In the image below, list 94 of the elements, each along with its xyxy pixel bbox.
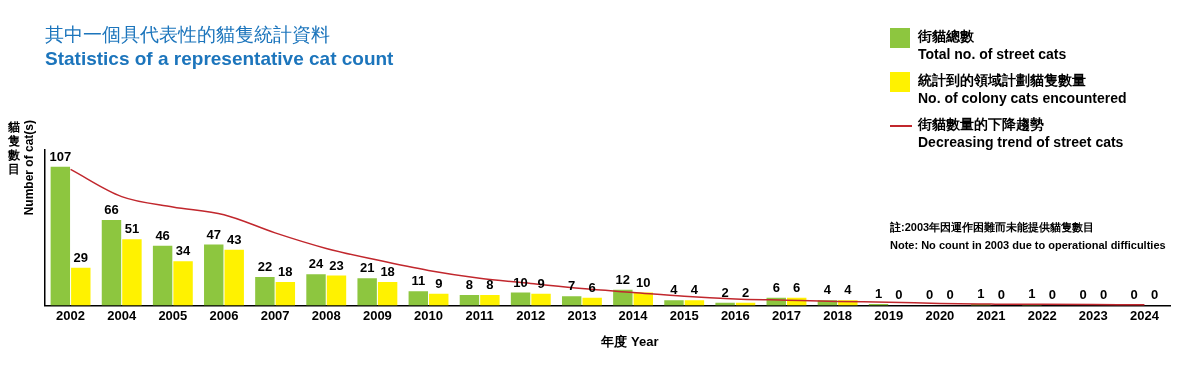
bar [684,300,705,306]
data-label: 66 [104,202,119,218]
data-label: 1 [977,286,985,302]
bar [306,274,326,306]
data-label: 8 [465,277,474,293]
data-label: 0 [926,287,934,303]
data-label: 107 [49,148,72,164]
x-tick-label: 2007 [260,307,290,323]
data-label: 4 [823,282,832,298]
data-label: 10 [636,274,651,290]
bar [152,245,173,306]
bar [357,278,377,306]
legend-label: 街貓總數 Total no. of street cats [918,28,1067,62]
data-label: 9 [435,275,443,291]
bar [275,282,296,306]
bar [101,219,122,306]
legend-label: 統計到的領域計劃貓隻數量 No. of colony cats encountered [918,72,1127,106]
data-label: 4 [670,282,679,298]
data-label: 2 [741,284,750,300]
data-label: 4 [690,282,699,298]
x-tick-label: 2004 [107,307,137,323]
data-label: 11 [411,273,426,289]
data-label: 0 [946,287,954,303]
x-tick-label: 2011 [465,307,494,323]
data-label: 0 [895,287,903,303]
data-label: 23 [329,257,344,273]
data-label: 0 [1130,287,1138,303]
data-label: 8 [486,277,494,293]
x-tick-label: 2023 [1078,307,1108,323]
x-tick-label: 2024 [1129,307,1160,323]
bar [122,239,142,306]
x-tick-label: 2014 [618,307,649,323]
x-axis-title: 年度 Year [600,333,660,351]
data-label: 0 [997,287,1005,303]
x-tick-label: 2016 [720,307,750,323]
data-label: 12 [615,271,631,287]
x-tick-label: 2021 [976,307,1006,323]
bar [326,275,347,306]
x-tick-label: 2006 [209,307,239,323]
x-tick-label: 2015 [669,307,699,323]
x-tick-label: 2008 [311,307,341,323]
bar [224,249,244,306]
data-label: 18 [278,264,293,280]
bar [408,291,429,306]
chart-subtitle: Statistics of a representative cat count [45,48,394,70]
bar [664,300,684,306]
chart-title: 其中一個具代表性的貓隻統計資料 [45,23,330,47]
x-tick-label: 2022 [1027,307,1057,323]
data-label: 46 [155,227,170,243]
x-tick-label: 2013 [567,307,597,323]
x-tick-label: 2010 [414,307,443,323]
data-label: 0 [1048,287,1056,303]
data-label: 47 [206,226,221,242]
x-tick-label: 2002 [56,307,86,323]
bar [173,261,193,306]
bar [255,276,275,306]
bar [480,295,500,306]
bar [204,244,224,306]
data-label: 21 [359,260,375,276]
x-tick-label: 2012 [516,307,546,323]
data-label: 1 [1028,286,1036,302]
bar [71,267,91,306]
bar [429,293,449,306]
data-label: 34 [175,243,192,259]
x-tick-label: 2018 [823,307,853,323]
data-label: 22 [257,258,273,274]
x-tick-label: 2005 [158,307,188,323]
data-label: 0 [1079,287,1087,303]
x-tick-label: 2020 [925,307,955,323]
data-label: 43 [226,231,242,247]
data-label: 6 [772,279,780,295]
bar [510,292,531,306]
data-label: 1 [874,286,883,302]
data-label: 51 [124,221,140,237]
x-tick-label: 2017 [772,307,801,323]
data-label: 6 [793,279,801,295]
bar [561,296,582,306]
x-tick-label: 2009 [362,307,392,323]
data-label: 0 [1151,287,1159,303]
annotation: Note: No count in 2003 due to operational difficulties [890,238,1167,253]
bar [459,295,480,306]
data-label: 29 [73,249,89,265]
bar [582,297,602,306]
data-label: 4 [844,282,853,298]
annotation: 註:2003年因運作困難而未能提供貓隻數目 [890,220,1096,235]
legend-label: 街貓數量的下降趨勢 Decreasing trend of street cats [918,116,1124,150]
data-label: 2 [721,284,729,300]
bar [531,293,551,306]
x-tick-label: 2019 [874,307,904,323]
bar [50,166,71,306]
bar [377,282,398,306]
data-label: 18 [380,264,395,280]
data-label: 0 [1099,287,1108,303]
data-label: 24 [308,256,325,272]
